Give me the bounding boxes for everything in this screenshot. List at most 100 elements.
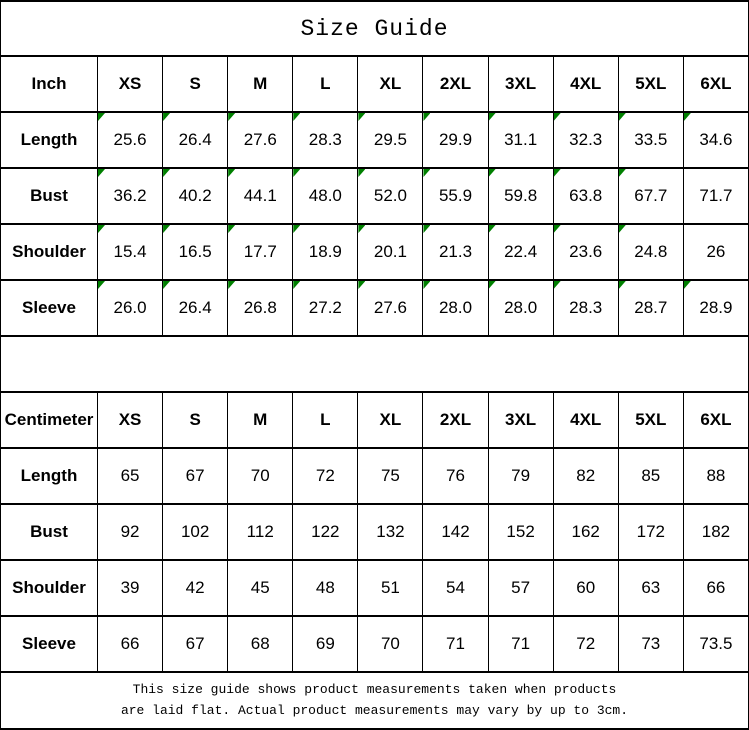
value-cell: 67	[162, 447, 229, 505]
value-cell: 18.9	[292, 223, 359, 281]
value-cell: 71	[487, 615, 554, 673]
value-cell: 52.0	[357, 167, 424, 225]
size-column-header: 3XL	[487, 391, 554, 449]
value-cell: 22.4	[487, 223, 554, 281]
table-row: Length 65 67 70 72 75 76 79 82 85 88	[0, 447, 749, 505]
stored-as-text-marker-icon	[489, 114, 496, 121]
stored-as-text-marker-icon	[98, 170, 105, 177]
size-column-header: 6XL	[682, 391, 749, 449]
stored-as-text-marker-icon	[423, 170, 431, 177]
value-cell: 63	[617, 559, 684, 617]
value-cell: 132	[357, 503, 424, 561]
value-cell: 29.5	[357, 111, 424, 169]
size-column-header: L	[292, 391, 359, 449]
size-column-header: 6XL	[682, 55, 749, 113]
value-cell: 70	[227, 447, 294, 505]
spacer-cell	[0, 335, 749, 393]
value-cell: 26	[682, 223, 749, 281]
footer-row: This size guide shows product measuremen…	[0, 671, 749, 730]
table-row: Sleeve 26.0 26.4 26.8 27.2 27.6 28.0 28.…	[0, 279, 749, 337]
value-cell: 152	[487, 503, 554, 561]
row-label: Length	[0, 111, 98, 169]
size-column-header: 2XL	[422, 55, 489, 113]
table-row: Bust 36.2 40.2 44.1 48.0 52.0 55.9 59.8 …	[0, 167, 749, 225]
size-column-header: XL	[357, 55, 424, 113]
row-label: Sleeve	[0, 279, 98, 337]
value-cell: 29.9	[422, 111, 489, 169]
page-title: Size Guide	[0, 0, 749, 57]
size-column-header: 2XL	[422, 391, 489, 449]
row-label: Shoulder	[0, 559, 98, 617]
footer-note: This size guide shows product measuremen…	[0, 671, 749, 730]
value-cell: 75	[357, 447, 424, 505]
stored-as-text-marker-icon	[684, 282, 691, 289]
value-cell: 39	[96, 559, 164, 617]
size-column-header: M	[227, 391, 294, 449]
title-row: Size Guide	[0, 0, 749, 57]
stored-as-text-marker-icon	[98, 226, 105, 233]
value-cell: 182	[682, 503, 749, 561]
value-cell: 21.3	[422, 223, 489, 281]
value-cell: 32.3	[552, 111, 619, 169]
inch-header-row: Inch XS S M L XL 2XL 3XL 4XL 5XL 6XL	[0, 55, 749, 113]
stored-as-text-marker-icon	[228, 226, 236, 233]
stored-as-text-marker-icon	[358, 282, 366, 289]
value-cell: 67.7	[617, 167, 684, 225]
stored-as-text-marker-icon	[423, 282, 431, 289]
centimeter-unit-header: Centimeter	[0, 391, 98, 449]
row-label: Bust	[0, 167, 98, 225]
centimeter-header-row: Centimeter XS S M L XL 2XL 3XL 4XL 5XL 6…	[0, 391, 749, 449]
size-column-header: 5XL	[617, 55, 684, 113]
value-cell: 172	[617, 503, 684, 561]
spacer-row	[0, 335, 749, 393]
value-cell: 55.9	[422, 167, 489, 225]
size-column-header: 5XL	[617, 391, 684, 449]
size-column-header: S	[162, 391, 229, 449]
value-cell: 25.6	[96, 111, 164, 169]
stored-as-text-marker-icon	[423, 226, 431, 233]
inch-unit-header: Inch	[0, 55, 98, 113]
value-cell: 63.8	[552, 167, 619, 225]
footer-note-line1: This size guide shows product measuremen…	[132, 681, 617, 697]
stored-as-text-marker-icon	[293, 282, 301, 289]
value-cell: 71	[422, 615, 489, 673]
row-label: Length	[0, 447, 98, 505]
value-cell: 28.0	[487, 279, 554, 337]
value-cell: 45	[227, 559, 294, 617]
value-cell: 92	[96, 503, 164, 561]
value-cell: 79	[487, 447, 554, 505]
value-cell: 68	[227, 615, 294, 673]
stored-as-text-marker-icon	[163, 114, 171, 121]
value-cell: 28.3	[292, 111, 359, 169]
stored-as-text-marker-icon	[619, 170, 626, 177]
value-cell: 26.0	[96, 279, 164, 337]
value-cell: 72	[292, 447, 359, 505]
value-cell: 27.6	[357, 279, 424, 337]
stored-as-text-marker-icon	[293, 170, 301, 177]
stored-as-text-marker-icon	[293, 226, 301, 233]
row-label: Bust	[0, 503, 98, 561]
size-column-header: M	[227, 55, 294, 113]
table-row: Shoulder 39 42 45 48 51 54 57 60 63 66	[0, 559, 749, 617]
value-cell: 27.6	[227, 111, 294, 169]
stored-as-text-marker-icon	[619, 114, 626, 121]
value-cell: 85	[617, 447, 684, 505]
value-cell: 42	[162, 559, 229, 617]
stored-as-text-marker-icon	[619, 282, 626, 289]
value-cell: 36.2	[96, 167, 164, 225]
value-cell: 65	[96, 447, 164, 505]
value-cell: 67	[162, 615, 229, 673]
value-cell: 72	[552, 615, 619, 673]
stored-as-text-marker-icon	[358, 226, 366, 233]
value-cell: 142	[422, 503, 489, 561]
size-column-header: 4XL	[552, 391, 619, 449]
footer-note-line2: are laid flat. Actual product measuremen…	[120, 702, 629, 718]
value-cell: 15.4	[96, 223, 164, 281]
value-cell: 112	[227, 503, 294, 561]
table-row: Shoulder 15.4 16.5 17.7 18.9 20.1 21.3 2…	[0, 223, 749, 281]
stored-as-text-marker-icon	[358, 114, 366, 121]
value-cell: 48	[292, 559, 359, 617]
value-cell: 17.7	[227, 223, 294, 281]
stored-as-text-marker-icon	[98, 282, 105, 289]
value-cell: 23.6	[552, 223, 619, 281]
